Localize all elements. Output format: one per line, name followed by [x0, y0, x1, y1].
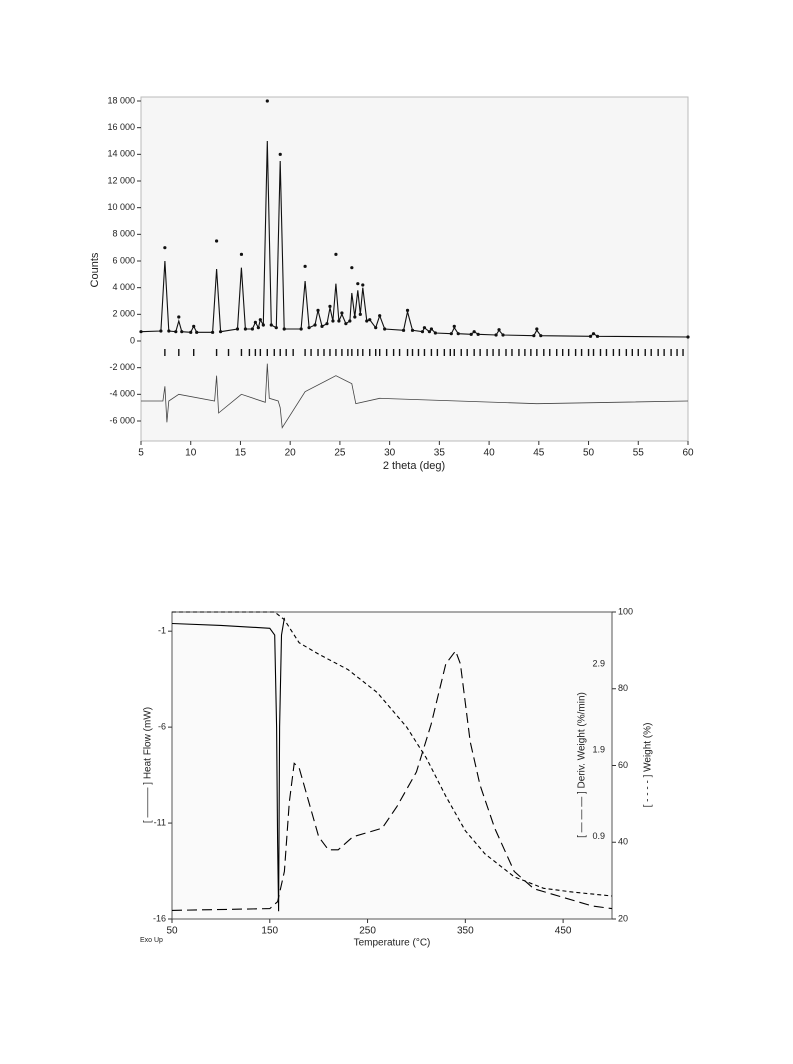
y-tick-label: -2 000 — [109, 362, 135, 372]
x-tick-label: 35 — [434, 448, 446, 459]
x-tick-label: 45 — [533, 448, 545, 459]
y2-tick-label: 0.9 — [592, 831, 605, 841]
observed-point — [405, 308, 410, 312]
y-tick-label: 8 000 — [112, 229, 135, 239]
observed-point — [356, 282, 360, 286]
observed-point — [328, 304, 332, 308]
y-tick-label: -6 — [158, 722, 166, 732]
y-tick-label: -16 — [153, 913, 166, 923]
y-tick-label: -6 000 — [109, 415, 135, 425]
y-tick-label: 12 000 — [107, 175, 135, 185]
observed-point — [163, 246, 167, 250]
x-tick-label: 350 — [457, 926, 474, 937]
y3-tick-label: 60 — [618, 760, 628, 770]
y-axis-title: Counts — [89, 252, 101, 287]
y-tick-label: 18 000 — [107, 95, 135, 105]
y-tick-label: 4 000 — [112, 282, 135, 292]
observed-point — [214, 239, 219, 243]
x-tick-label: 25 — [334, 448, 346, 459]
x-tick-label: 450 — [555, 926, 572, 937]
y3-tick-label: 40 — [618, 837, 628, 847]
y-tick-label: 10 000 — [107, 202, 135, 212]
y3-tick-label: 20 — [618, 913, 628, 923]
observed-point — [334, 252, 338, 256]
plot-frame — [140, 96, 689, 442]
observed-point — [350, 266, 354, 270]
x-tick-label: 20 — [285, 448, 297, 459]
observed-point — [265, 99, 269, 103]
observed-point — [303, 264, 307, 268]
x-tick-label: 10 — [185, 448, 197, 459]
y2-axis-title: [ — — — ] Deriv. Weight (%/min) — [577, 692, 588, 838]
y-tick-label: -4 000 — [109, 389, 135, 399]
series-line — [172, 611, 613, 897]
x-tick-label: 55 — [633, 448, 645, 459]
x-tick-label: 50 — [583, 448, 595, 459]
series-line — [140, 140, 689, 338]
series-line — [171, 617, 285, 912]
observed-point — [452, 324, 456, 328]
y-tick-label: -11 — [154, 817, 166, 827]
series-line — [171, 649, 613, 911]
y3-tick-label: 100 — [618, 606, 633, 616]
y-tick-label: 14 000 — [107, 149, 135, 159]
x-tick-label: 250 — [359, 926, 376, 937]
observed-point — [239, 252, 244, 256]
x-tick-label: 15 — [235, 448, 247, 459]
y2-tick-label: 1.9 — [592, 745, 605, 755]
y-tick-label: 2 000 — [112, 309, 135, 319]
y2-tick-label: 2.9 — [592, 658, 605, 668]
x-tick-label: 60 — [682, 448, 694, 459]
observed-point — [278, 152, 282, 156]
y-tick-label: 6 000 — [112, 255, 135, 265]
x-tick-label: 30 — [384, 448, 396, 459]
y-axis-title: [ ——— ] Heat Flow (mW) — [143, 707, 154, 823]
y3-axis-title: [ - - - - ] Weight (%) — [643, 723, 654, 808]
y-tick-label: -1 — [158, 626, 166, 636]
observed-point — [361, 283, 365, 287]
x-axis-title: 2 theta (deg) — [383, 460, 445, 472]
x-tick-label: 50 — [166, 926, 178, 937]
x-axis-title: Temperature (°C) — [354, 938, 431, 949]
x-tick-label: 40 — [484, 448, 496, 459]
annotation: Exo Up — [140, 937, 163, 944]
plot-frame — [171, 611, 613, 920]
observed-point — [177, 315, 181, 319]
x-tick-label: 150 — [261, 926, 278, 937]
observed-point — [535, 327, 539, 331]
y-tick-label: 0 — [130, 335, 135, 345]
y-tick-label: 16 000 — [107, 122, 135, 132]
series-line — [141, 363, 689, 429]
x-tick-label: 5 — [138, 448, 144, 459]
y3-tick-label: 80 — [618, 683, 628, 693]
